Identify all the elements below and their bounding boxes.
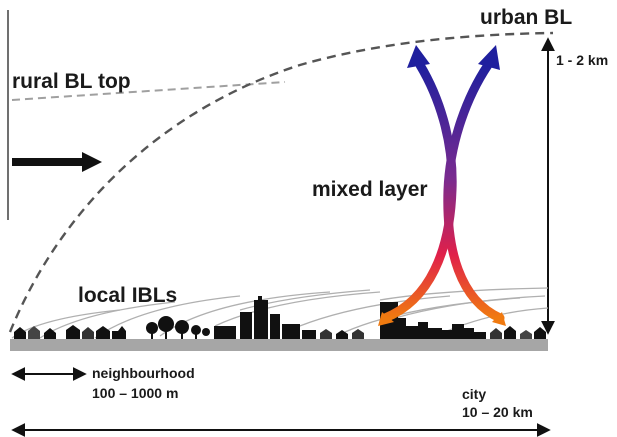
city-scale-label: 10 – 20 km [462, 404, 533, 420]
neighbourhood-scale-label: 100 – 1000 m [92, 385, 179, 401]
local-ibls-label: local IBLs [78, 284, 178, 307]
wind-arrow [12, 152, 102, 172]
rural-bl-top-label: rural BL top [12, 70, 131, 93]
ground [10, 339, 548, 351]
urban-bl-boundary [8, 31, 554, 333]
neighbourhood-label: neighbourhood [92, 365, 195, 381]
city-label: city [462, 386, 487, 402]
height-label: 1 - 2 km [556, 52, 609, 68]
mixed-layer-label: mixed layer [312, 178, 428, 201]
rural-bl-top-line [11, 81, 286, 101]
convective-plume [378, 45, 506, 326]
city-skyline [14, 296, 546, 339]
urban-bl-label: urban BL [480, 6, 573, 29]
